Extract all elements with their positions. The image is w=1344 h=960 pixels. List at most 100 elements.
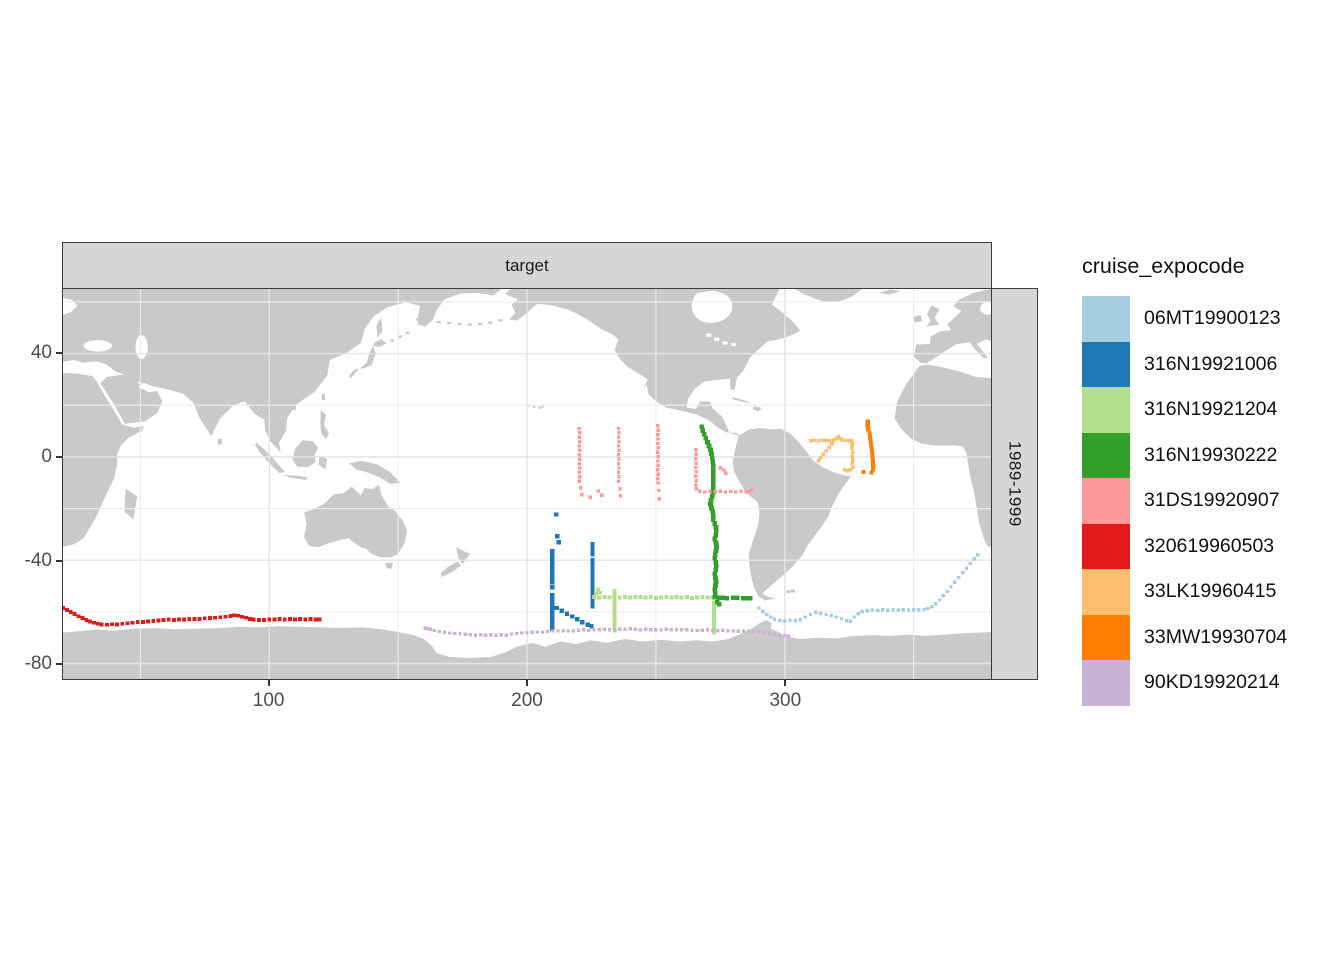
data-point xyxy=(282,617,287,622)
data-point xyxy=(550,567,555,572)
data-point xyxy=(63,606,65,610)
data-point xyxy=(453,631,457,636)
data-point xyxy=(656,468,660,472)
legend-item-31DS19920907: 31DS19920907 xyxy=(1082,478,1342,524)
data-point xyxy=(710,466,716,472)
series-320619960503 xyxy=(63,606,322,627)
data-point xyxy=(861,469,866,474)
data-point xyxy=(850,458,855,462)
data-point xyxy=(711,625,716,630)
data-point xyxy=(597,595,602,600)
data-point xyxy=(881,608,885,612)
data-point xyxy=(607,627,612,632)
data-point xyxy=(869,470,874,475)
data-point xyxy=(850,465,855,470)
data-point xyxy=(596,489,600,493)
water-layer xyxy=(83,290,991,390)
data-point xyxy=(793,619,797,623)
data-point xyxy=(99,622,104,627)
data-point xyxy=(236,613,241,618)
land-borneo xyxy=(292,440,319,468)
land-nz-north xyxy=(456,547,471,565)
data-point xyxy=(783,634,787,638)
data-point xyxy=(208,616,212,620)
data-point xyxy=(839,616,844,621)
data-point xyxy=(577,470,582,475)
data-point xyxy=(617,448,621,453)
data-point xyxy=(577,426,582,431)
data-point xyxy=(869,445,874,450)
data-point xyxy=(171,617,176,622)
data-point xyxy=(616,435,621,439)
data-point xyxy=(550,577,555,582)
great-lake-3 xyxy=(722,341,728,345)
data-point xyxy=(590,541,595,547)
data-point xyxy=(197,617,202,622)
legend-item-316N19921204: 316N19921204 xyxy=(1082,387,1342,433)
data-point xyxy=(458,632,462,636)
data-point xyxy=(911,608,916,612)
data-point xyxy=(550,592,555,598)
land-aleutians xyxy=(390,318,503,342)
data-point xyxy=(287,617,292,622)
legend-swatch xyxy=(1082,432,1130,478)
data-point xyxy=(92,620,96,625)
data-point xyxy=(711,603,716,608)
data-point xyxy=(656,441,660,446)
data-point xyxy=(590,578,595,584)
data-point xyxy=(750,487,754,492)
data-point xyxy=(578,448,582,453)
data-point xyxy=(817,458,821,463)
legend-item-320619960503: 320619960503 xyxy=(1082,523,1342,569)
data-point xyxy=(708,447,713,453)
data-point xyxy=(824,612,828,617)
data-point xyxy=(578,439,582,444)
data-point xyxy=(585,622,590,627)
data-point xyxy=(718,466,722,470)
data-point xyxy=(739,489,743,493)
data-point xyxy=(870,608,875,612)
data-point xyxy=(256,618,261,623)
data-point xyxy=(656,437,660,441)
data-point xyxy=(623,594,627,599)
data-point xyxy=(694,457,698,461)
data-point xyxy=(177,617,181,622)
legend-swatch xyxy=(1082,569,1130,615)
data-point xyxy=(110,622,114,627)
data-point xyxy=(712,556,717,561)
data-point xyxy=(616,444,621,448)
data-point xyxy=(669,627,674,632)
x-tick-mark xyxy=(267,680,270,686)
data-point xyxy=(659,627,663,632)
data-point xyxy=(463,632,467,636)
data-point xyxy=(960,571,965,575)
data-point xyxy=(694,474,698,478)
series-316N19921006 xyxy=(550,512,595,632)
data-point xyxy=(901,608,906,612)
data-point xyxy=(870,467,875,472)
data-point xyxy=(550,595,555,600)
data-point xyxy=(602,594,607,599)
legend-item-33LK19960415: 33LK19960415 xyxy=(1082,569,1342,615)
x-tick-label: 300 xyxy=(769,690,802,711)
data-point xyxy=(757,606,761,610)
hudson-bay xyxy=(691,290,733,323)
data-point xyxy=(612,622,617,627)
data-point xyxy=(592,628,596,632)
data-point xyxy=(867,431,872,436)
great-lake-1 xyxy=(706,333,712,337)
data-point xyxy=(628,595,633,600)
data-point xyxy=(638,627,643,632)
land-sri-lanka xyxy=(217,438,222,445)
data-point xyxy=(850,462,854,466)
data-point xyxy=(679,595,684,600)
data-point xyxy=(748,489,752,493)
land-madagascar xyxy=(124,488,138,520)
data-point xyxy=(656,446,660,450)
data-point xyxy=(550,556,555,562)
data-point xyxy=(579,486,583,490)
legend-swatch xyxy=(1082,296,1130,342)
land-north-america xyxy=(505,289,801,436)
data-point xyxy=(442,630,447,634)
data-point xyxy=(582,628,586,632)
